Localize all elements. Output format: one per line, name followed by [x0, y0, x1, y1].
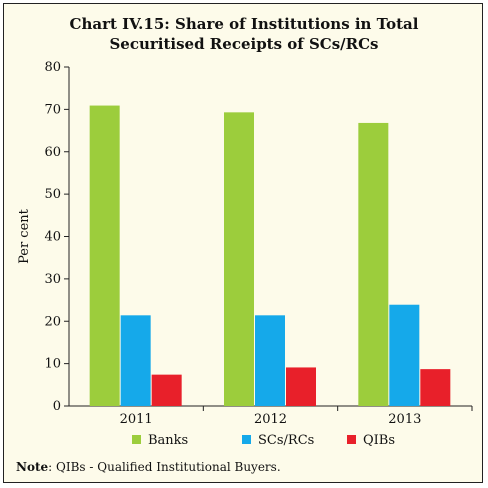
y-tick-label: 70	[44, 102, 61, 117]
y-tick-label: 40	[44, 230, 61, 245]
bar-banks-2011	[89, 105, 120, 406]
y-tick-label: 50	[44, 187, 61, 202]
legend-entry: Banks	[148, 433, 188, 448]
bar-banks-2012	[224, 112, 254, 406]
chart-title-line-2: Securitised Receipts of SCs/RCs	[109, 35, 379, 53]
legend-entry: QIBs	[363, 433, 395, 448]
y-tick-label: 60	[44, 145, 61, 160]
legend-swatch	[242, 435, 251, 444]
bar-qibs-2011	[151, 374, 182, 406]
y-tick-label: 30	[44, 272, 61, 287]
chart-note: Note: QIBs - Qualified Institutional Buy…	[16, 460, 281, 474]
bar-scs-rcs-2013	[389, 304, 420, 406]
bar-qibs-2013	[420, 369, 451, 406]
bar-qibs-2012	[286, 367, 316, 406]
y-tick-label: 20	[44, 314, 61, 329]
note-label: Note	[16, 460, 49, 474]
x-tick-label: 2013	[388, 412, 421, 427]
chart-frame: Chart IV.15: Share of Institutions in To…	[3, 3, 483, 483]
y-tick-label: 0	[53, 399, 61, 414]
x-tick-label: 2011	[120, 412, 153, 427]
legend-swatch	[347, 435, 356, 444]
note-text: : QIBs - Qualified Institutional Buyers.	[48, 460, 281, 474]
chart-title: Chart IV.15: Share of Institutions in To…	[4, 14, 484, 54]
legend-swatch	[132, 435, 141, 444]
y-tick-label: 80	[44, 60, 61, 75]
chart-title-line-1: Chart IV.15: Share of Institutions in To…	[69, 15, 419, 33]
y-axis-title: Per cent	[17, 208, 32, 264]
bar-scs-rcs-2012	[255, 315, 285, 406]
legend-entry: SCs/RCs	[258, 433, 314, 448]
bar-banks-2013	[358, 122, 389, 406]
y-tick-label: 10	[44, 357, 61, 372]
bar-scs-rcs-2011	[120, 315, 151, 406]
x-tick-label: 2012	[254, 412, 287, 427]
bar-chart: 0 10 20 30 40 50 60 70 80 Per cent 2011 2012 2013 Ban…	[17, 60, 473, 448]
